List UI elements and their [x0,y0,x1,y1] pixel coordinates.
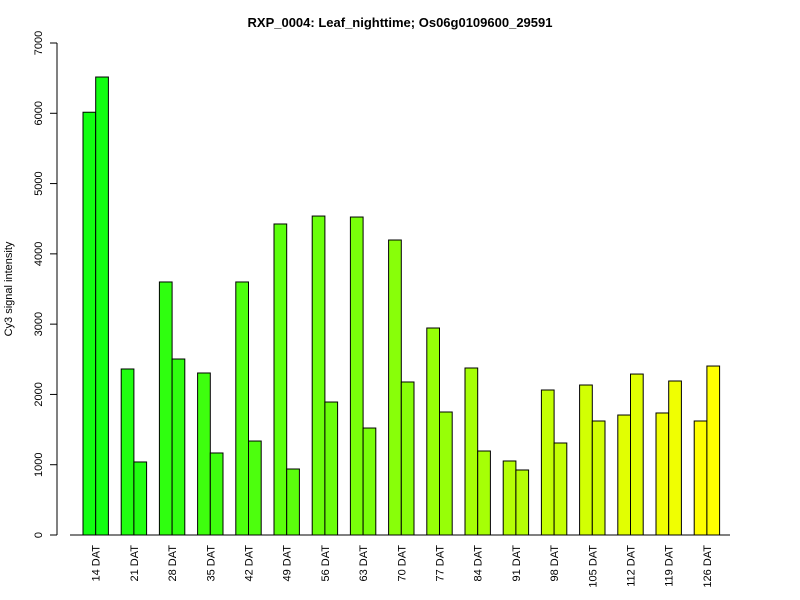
y-tick-label: 5000 [33,171,45,195]
y-tick-label: 1000 [33,452,45,476]
x-tick-label: 28 DAT [167,545,179,582]
chart-title: RXP_0004: Leaf_nighttime; Os06g0109600_2… [248,15,553,30]
bar-112-dat-rep1 [617,414,631,536]
bar-63-dat-rep1 [349,216,364,536]
y-tick-label: 0 [33,532,45,538]
x-tick-label: 126 DAT [702,545,714,588]
bar-84-dat-rep1 [464,367,479,536]
bar-49-dat-rep2 [286,468,300,536]
bar-91-dat-rep1 [502,460,517,536]
bar-42-dat-rep1 [235,281,250,536]
bar-35-dat-rep1 [197,372,211,536]
x-tick-label: 105 DAT [587,545,599,588]
y-tick-label: 4000 [33,242,45,266]
bar-42-dat-rep2 [248,440,262,536]
bar-119-dat-rep2 [668,380,682,536]
y-axis-label: Cy3 signal intensity [3,241,15,336]
bar-21-dat-rep1 [120,368,135,536]
bar-14-dat-rep1 [82,111,97,536]
x-tick-label: 84 DAT [473,545,485,582]
bar-28-dat-rep1 [158,281,173,536]
bar-126-dat-rep2 [706,365,721,536]
x-tick-label: 21 DAT [129,545,141,582]
bar-49-dat-rep1 [273,223,288,536]
bar-98-dat-rep1 [540,389,555,536]
bar-70-dat-rep1 [388,239,402,536]
bar-119-dat-rep1 [655,412,670,536]
bar-91-dat-rep2 [515,469,530,536]
x-tick-label: 112 DAT [626,545,638,587]
x-tick-label: 91 DAT [511,545,523,582]
x-tick-label: 70 DAT [396,545,408,582]
x-tick-label: 35 DAT [205,545,217,582]
x-tick-label: 63 DAT [358,545,370,582]
bar-56-dat-rep2 [324,401,339,536]
y-tick-label: 6000 [33,101,45,125]
bar-77-dat-rep1 [426,327,440,536]
bar-105-dat-rep2 [591,420,606,536]
bar-126-dat-rep1 [693,420,708,536]
y-tick-label: 3000 [33,312,45,336]
x-tick-label: 56 DAT [320,545,332,582]
x-tick-label: 119 DAT [664,545,676,587]
bar-28-dat-rep2 [171,358,186,536]
bar-105-dat-rep1 [579,384,593,536]
bars [70,76,730,536]
x-tick-label: 42 DAT [244,545,256,582]
x-tick-label: 14 DAT [91,545,103,582]
y-axis: 0 1000 2000 3000 4000 5000 6000 7000 [33,31,58,538]
bar-84-dat-rep2 [477,450,491,536]
y-tick-label: 2000 [33,382,45,406]
bar-56-dat-rep1 [311,215,326,536]
y-tick-label: 7000 [33,31,45,55]
bar-77-dat-rep2 [439,411,453,536]
bar-98-dat-rep2 [553,442,568,536]
x-tick-labels: 14 DAT 21 DAT 28 DAT 35 DAT 42 DAT 49 DAT 56 D… [91,545,714,588]
bar-14-dat-rep2 [95,76,109,536]
bar-63-dat-rep2 [362,427,377,536]
x-tick-label: 98 DAT [549,545,561,582]
bar-35-dat-rep2 [209,452,224,536]
bar-21-dat-rep2 [133,461,148,536]
x-tick-label: 49 DAT [282,545,294,582]
bar-70-dat-rep2 [400,381,415,536]
bar-112-dat-rep2 [630,373,644,536]
x-tick-label: 77 DAT [435,545,447,582]
